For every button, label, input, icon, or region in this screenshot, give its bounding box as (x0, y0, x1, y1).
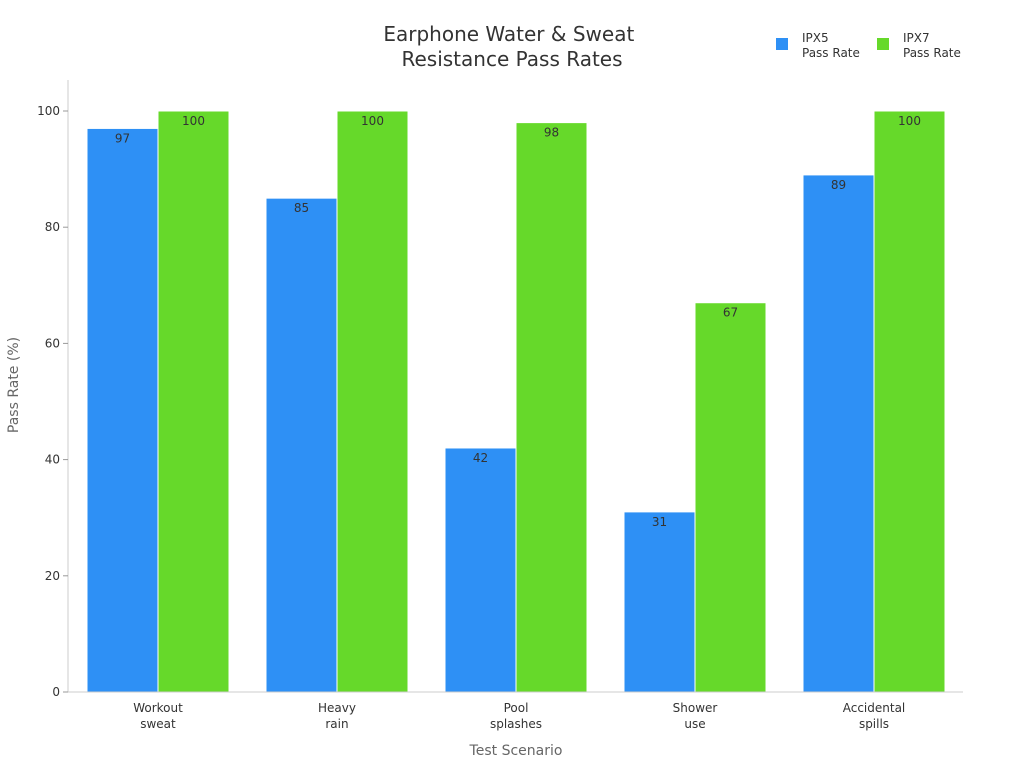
chart-title: Earphone Water & Sweat Resistance Pass R… (383, 22, 640, 71)
legend-label-ipx7-line-1: IPX7 (903, 31, 930, 45)
bar-s1-c0 (157, 110, 230, 693)
legend-label-ipx5: IPX5 Pass Rate (802, 31, 860, 60)
x-axis: Workout sweat Heavy rain Pool splashes Shower u… (68, 691, 963, 731)
y-tick-label-2: 40 (45, 453, 60, 467)
x-axis-label: Test Scenario (469, 743, 563, 759)
x-tick-label-0-line-0: Workout (133, 701, 183, 715)
y-axis: 0 20 40 60 80 100 (37, 80, 69, 699)
data-label-s0-c2: 42 (473, 451, 488, 465)
bar-s1-c1 (336, 110, 409, 693)
y-tick-label-5: 100 (37, 104, 60, 118)
y-tick-label-0: 0 (52, 685, 60, 699)
bar-s1-c3 (694, 302, 767, 693)
legend-label-ipx5-line-2: Pass Rate (802, 46, 860, 60)
legend-swatch-ipx7 (877, 38, 889, 50)
x-tick-label-1: Heavy rain (318, 701, 356, 731)
x-tick-label-3: Shower use (673, 701, 718, 731)
legend-label-ipx7: IPX7 Pass Rate (903, 31, 961, 60)
data-label-s0-c1: 85 (294, 201, 309, 215)
x-tick-label-0: Workout sweat (133, 701, 183, 731)
x-tick-label-4-line-0: Accidental (843, 701, 906, 715)
data-label-s0-c0: 97 (115, 131, 130, 145)
bar-s0-c4 (802, 174, 875, 693)
legend-label-ipx5-line-1: IPX5 (802, 31, 829, 45)
data-label-s0-c3: 31 (652, 515, 667, 529)
x-tick-label-2-line-0: Pool (504, 701, 529, 715)
data-label-s1-c4: 100 (898, 114, 921, 128)
chart-title-line-2: Resistance Pass Rates (401, 47, 622, 71)
bar-s0-c1 (265, 197, 338, 693)
data-labels-group: 97 100 85 100 42 98 31 67 89 100 (115, 114, 921, 529)
x-tick-label-4: Accidental spills (843, 701, 906, 731)
data-label-s0-c4: 89 (831, 178, 846, 192)
legend-label-ipx7-line-2: Pass Rate (903, 46, 961, 60)
data-label-s1-c1: 100 (361, 114, 384, 128)
x-tick-label-4-line-1: spills (859, 717, 889, 731)
bar-s1-c2 (515, 122, 588, 693)
bars-group (86, 110, 946, 693)
x-tick-label-3-line-0: Shower (673, 701, 718, 715)
x-tick-label-3-line-1: use (684, 717, 705, 731)
legend: IPX5 Pass Rate IPX7 Pass Rate (776, 31, 961, 60)
y-tick-label-3: 60 (45, 336, 60, 350)
data-label-s1-c0: 100 (182, 114, 205, 128)
y-tick-label-4: 80 (45, 220, 60, 234)
data-label-s1-c2: 98 (544, 126, 559, 140)
chart-title-line-1: Earphone Water & Sweat (383, 22, 634, 46)
data-label-s1-c3: 67 (723, 306, 738, 320)
legend-swatch-ipx5 (776, 38, 788, 50)
x-tick-label-2: Pool splashes (490, 701, 542, 731)
x-tick-label-1-line-1: rain (325, 717, 348, 731)
x-tick-label-1-line-0: Heavy (318, 701, 356, 715)
x-tick-label-0-line-1: sweat (140, 717, 176, 731)
y-axis-label: Pass Rate (%) (6, 337, 22, 433)
y-tick-label-1: 20 (45, 569, 60, 583)
bar-s0-c3 (623, 511, 696, 693)
bar-s1-c4 (873, 110, 946, 693)
x-tick-label-2-line-1: splashes (490, 717, 542, 731)
bar-s0-c0 (86, 127, 159, 693)
bar-s0-c2 (444, 447, 517, 693)
